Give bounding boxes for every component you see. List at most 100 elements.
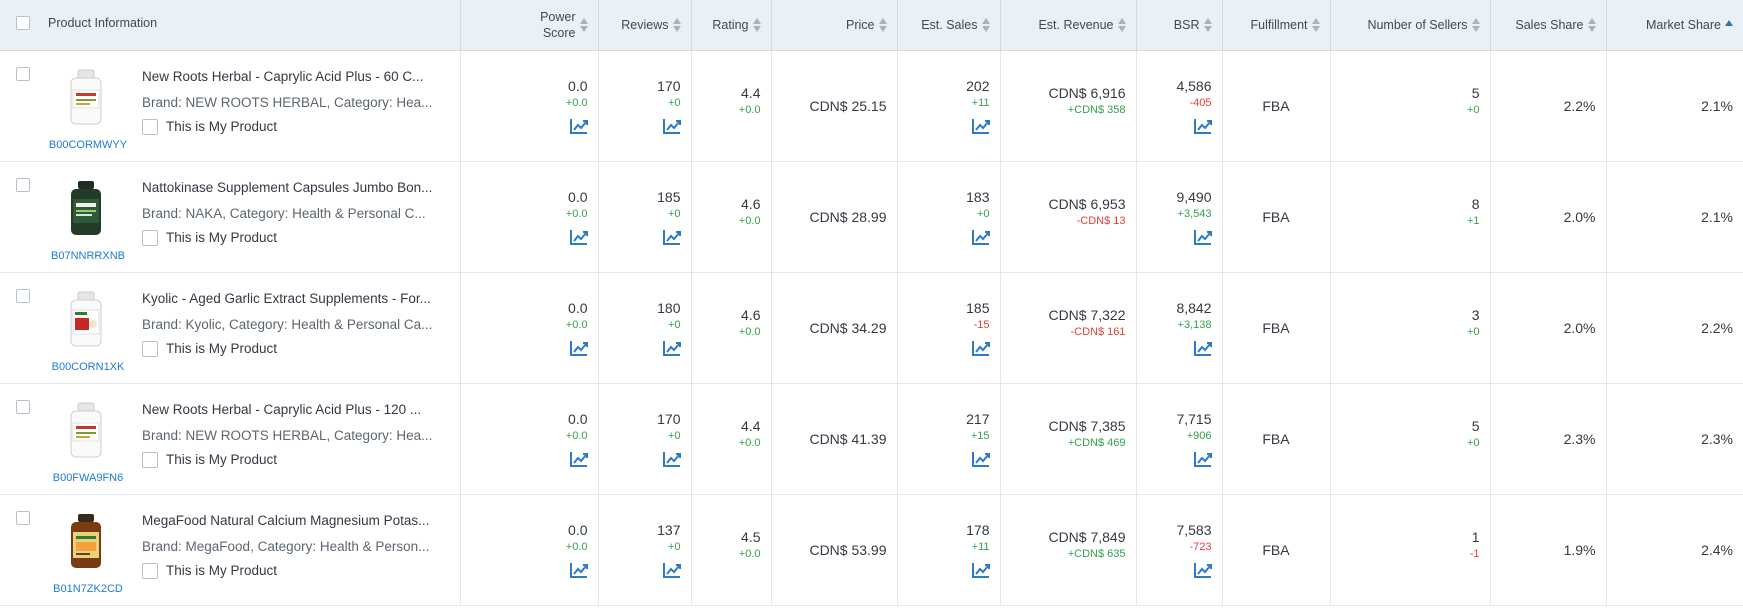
sales-share-value: 2.0%	[1563, 319, 1596, 336]
product-thumbnail[interactable]	[56, 287, 116, 353]
header-power-score-label: Power Score	[540, 9, 576, 40]
my-product-toggle[interactable]: This is My Product	[142, 229, 277, 246]
reviews-cell: 137 +0	[598, 494, 692, 606]
sellers-value: 8	[1471, 195, 1480, 212]
market-share-value: 2.1%	[1701, 208, 1733, 225]
table-row[interactable]: B00FWA9FN6 New Roots Herbal - Caprylic Ac…	[0, 383, 1743, 495]
table-row[interactable]: B01N7ZK2CD MegaFood Natural Calcium Magne…	[0, 494, 1743, 606]
trend-chart-icon[interactable]	[662, 118, 681, 134]
rating-cell: 4.6 +0.0	[691, 272, 772, 384]
trend-chart-icon[interactable]	[971, 229, 990, 245]
price-value: CDN$ 28.99	[809, 208, 887, 225]
asin-link[interactable]: B00FWA9FN6	[52, 471, 124, 484]
row-select-checkbox[interactable]	[16, 177, 30, 192]
asin-link[interactable]: B00CORN1XK	[51, 360, 125, 373]
header-power-score[interactable]: Power Score	[460, 0, 599, 51]
my-product-toggle[interactable]: This is My Product	[142, 451, 277, 468]
price-value: CDN$ 34.29	[809, 319, 887, 336]
header-price[interactable]: Price	[771, 0, 898, 51]
header-fulfillment[interactable]: Fulfillment	[1222, 0, 1331, 51]
my-product-toggle[interactable]: This is My Product	[142, 340, 278, 357]
select-all-checkbox[interactable]	[16, 16, 30, 31]
est-sales-cell: 202 +11	[897, 50, 1001, 162]
asin-link[interactable]: B01N7ZK2CD	[53, 582, 123, 595]
reviews-value: 170	[657, 410, 681, 427]
product-title[interactable]: Nattokinase Supplement Capsules Jumbo Bo…	[142, 179, 433, 195]
trend-chart-icon[interactable]	[971, 340, 990, 356]
trend-chart-icon[interactable]	[1193, 451, 1212, 467]
header-bsr[interactable]: BSR	[1136, 0, 1223, 51]
row-select-checkbox[interactable]	[16, 399, 30, 414]
sales-share-value: 2.0%	[1563, 208, 1596, 225]
header-est-revenue[interactable]: Est. Revenue	[1000, 0, 1137, 51]
sellers-delta: +0	[1466, 103, 1480, 116]
asin-link[interactable]: B00CORMWYY	[48, 138, 128, 151]
power-score-delta: +0.0	[565, 96, 588, 109]
my-product-label: This is My Product	[166, 119, 278, 134]
my-product-label: This is My Product	[166, 341, 278, 356]
asin-link[interactable]: B07NNRRXNB	[51, 249, 125, 262]
my-product-checkbox[interactable]	[142, 562, 158, 579]
row-select-checkbox[interactable]	[16, 288, 30, 303]
header-est-sales[interactable]: Est. Sales	[897, 0, 1001, 51]
trend-chart-icon[interactable]	[971, 562, 990, 578]
row-select-checkbox[interactable]	[16, 66, 30, 81]
bsr-delta: -723	[1189, 540, 1212, 553]
trend-chart-icon[interactable]	[569, 451, 588, 467]
trend-chart-icon[interactable]	[1193, 340, 1212, 356]
trend-chart-icon[interactable]	[971, 118, 990, 134]
header-market-share-label: Market Share	[1645, 17, 1721, 32]
table-header-row: Product Information Power Score Reviews …	[0, 0, 1743, 51]
header-sellers[interactable]: Number of Sellers	[1330, 0, 1491, 51]
product-thumbnail[interactable]	[56, 398, 116, 464]
trend-chart-icon[interactable]	[569, 118, 588, 134]
power-score-delta: +0.0	[565, 207, 588, 220]
product-thumbnail[interactable]	[56, 176, 116, 242]
table-row[interactable]: B00CORMWYY New Roots Herbal - Caprylic Ac…	[0, 50, 1743, 162]
bsr-cell: 7,715 +906	[1136, 383, 1223, 495]
trend-chart-icon[interactable]	[569, 562, 588, 578]
product-title[interactable]: New Roots Herbal - Caprylic Acid Plus - …	[142, 401, 422, 417]
my-product-checkbox[interactable]	[142, 340, 158, 357]
header-fulfillment-label: Fulfillment	[1250, 17, 1308, 32]
bsr-value: 8,842	[1176, 299, 1212, 316]
header-reviews[interactable]: Reviews	[598, 0, 692, 51]
trend-chart-icon[interactable]	[1193, 229, 1212, 245]
header-sales-share-label: Sales Share	[1515, 17, 1584, 32]
rating-cell: 4.5 +0.0	[691, 494, 772, 606]
rating-value: 4.4	[741, 417, 761, 434]
my-product-checkbox[interactable]	[142, 229, 158, 246]
product-title[interactable]: Kyolic - Aged Garlic Extract Supplements…	[142, 290, 431, 306]
trend-chart-icon[interactable]	[569, 229, 588, 245]
product-title[interactable]: MegaFood Natural Calcium Magnesium Potas…	[142, 512, 430, 528]
my-product-toggle[interactable]: This is My Product	[142, 562, 277, 579]
product-title[interactable]: New Roots Herbal - Caprylic Acid Plus - …	[142, 68, 424, 84]
trend-chart-icon[interactable]	[569, 340, 588, 356]
trend-chart-icon[interactable]	[662, 229, 681, 245]
product-brand-category: Brand: NEW ROOTS HERBAL, Category: Hea..…	[142, 94, 433, 110]
row-select-checkbox[interactable]	[16, 510, 30, 525]
table-row[interactable]: B07NNRRXNB Nattokinase Supplement Capsule…	[0, 161, 1743, 273]
trend-chart-icon[interactable]	[1193, 118, 1212, 134]
est-sales-value: 217	[966, 410, 990, 427]
trend-chart-icon[interactable]	[662, 340, 681, 356]
product-brand-category: Brand: Kyolic, Category: Health & Person…	[142, 316, 433, 332]
reviews-value: 170	[657, 77, 681, 94]
reviews-cell: 170 +0	[598, 50, 692, 162]
trend-chart-icon[interactable]	[1193, 562, 1212, 578]
header-rating[interactable]: Rating	[691, 0, 772, 51]
my-product-checkbox[interactable]	[142, 451, 158, 468]
header-sales-share[interactable]: Sales Share	[1490, 0, 1607, 51]
trend-chart-icon[interactable]	[662, 562, 681, 578]
trend-chart-icon[interactable]	[971, 451, 990, 467]
est-revenue-value: CDN$ 7,849	[1048, 528, 1126, 545]
trend-chart-icon[interactable]	[662, 451, 681, 467]
header-sellers-label: Number of Sellers	[1367, 17, 1468, 32]
bsr-delta: +3,543	[1177, 207, 1212, 220]
product-thumbnail[interactable]	[56, 509, 116, 575]
table-row[interactable]: B00CORN1XK Kyolic - Aged Garlic Extract S…	[0, 272, 1743, 384]
my-product-toggle[interactable]: This is My Product	[142, 118, 278, 135]
my-product-checkbox[interactable]	[142, 118, 158, 135]
header-market-share[interactable]: Market Share	[1606, 0, 1743, 51]
product-thumbnail[interactable]	[56, 65, 116, 131]
